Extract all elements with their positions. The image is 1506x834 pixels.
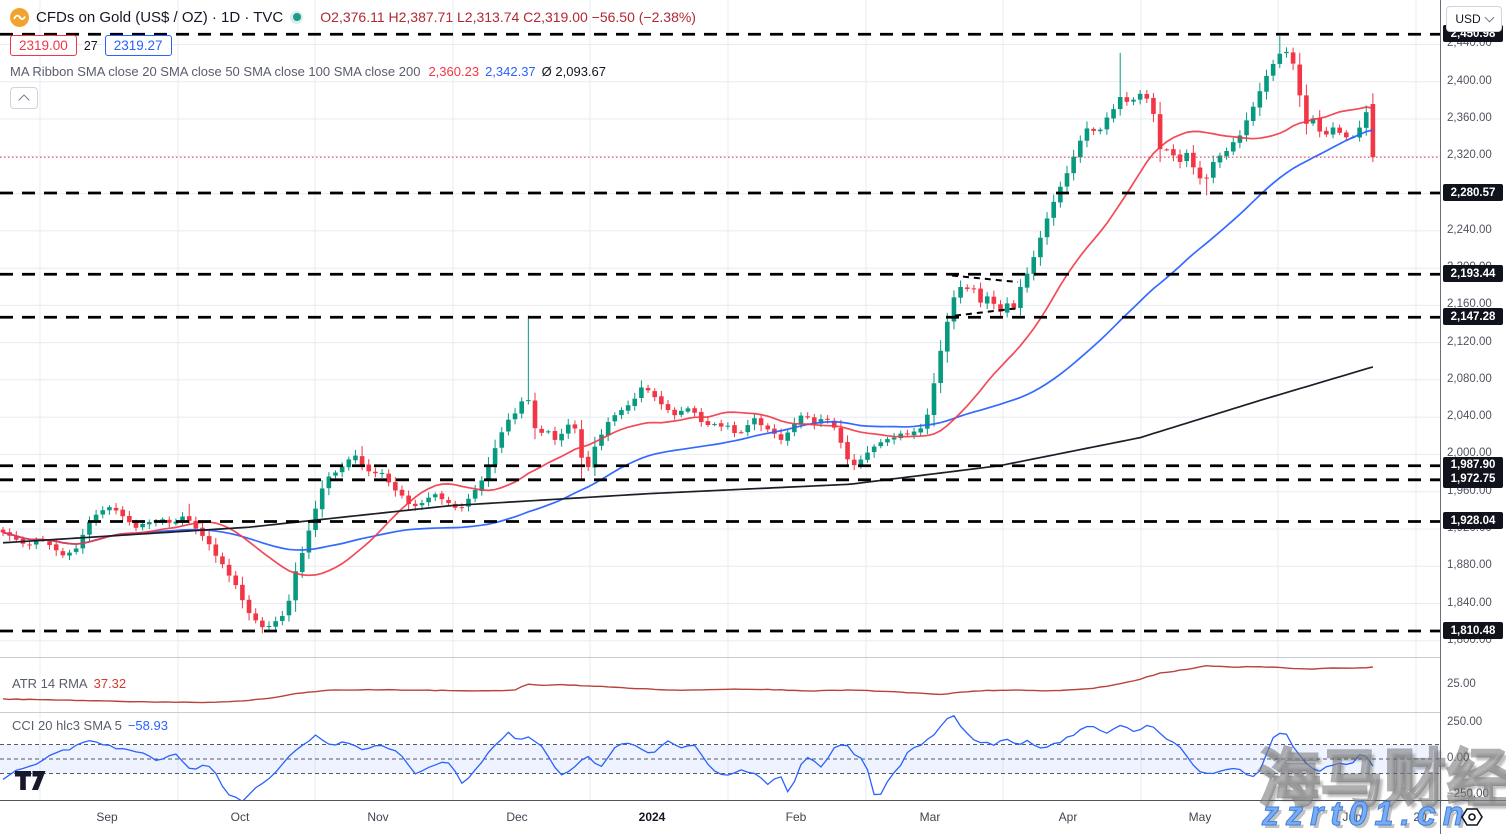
price-axis-label: 2,160.00 <box>1447 298 1492 311</box>
cci-pane-legend[interactable]: CCI 20 hlc3 SMA 5 −58.93 <box>12 718 168 733</box>
price-level-badge: 2,193.44 <box>1443 265 1503 283</box>
ma-value-sma50: 2,342.37 <box>485 64 536 79</box>
axis-settings-gear-icon[interactable] <box>1461 807 1483 827</box>
time-axis-label: 20 <box>1413 810 1427 824</box>
ohlc-values: O2,376.11 H2,387.71 L2,313.74 C2,319.00 … <box>320 9 696 25</box>
time-axis-label: Feb <box>785 810 807 824</box>
quote-row: 2319.00 27 2319.27 <box>10 35 696 56</box>
chevron-up-icon <box>18 94 30 106</box>
price-axis-label: 2,400.00 <box>1447 74 1492 87</box>
ma-ribbon-legend: MA Ribbon SMA close 20 SMA close 50 SMA … <box>10 64 696 79</box>
price-axis[interactable]: 2,440.002,400.002,360.002,320.002,280.00… <box>1440 0 1506 834</box>
price-level-badge: 2,280.57 <box>1443 184 1503 202</box>
time-axis-label: Apr <box>1058 810 1078 824</box>
price-axis-label: 1,880.00 <box>1447 559 1492 572</box>
ma-value-sma20: 2,360.23 <box>428 64 480 79</box>
chevron-down-icon <box>1484 12 1495 23</box>
price-axis-label: 2,080.00 <box>1447 372 1492 385</box>
cci-axis-label: 0.00 <box>1447 752 1470 764</box>
symbol-title[interactable]: CFDs on Gold (US$ / OZ) · 1D · TVC <box>36 8 284 26</box>
time-axis[interactable]: Sep Oct Nov Dec 2024 Feb Mar Apr May Jun 20 <box>0 800 1440 834</box>
price-level-badge: 1,987.90 <box>1443 456 1503 474</box>
price-level-badge: 1,928.04 <box>1443 512 1503 530</box>
time-axis-label: Jun <box>1342 810 1362 824</box>
atr-label: ATR 14 RMA <box>12 676 88 691</box>
market-status-icon[interactable] <box>290 10 304 24</box>
time-axis-label: Dec <box>506 810 528 824</box>
time-axis-label: Mar <box>919 810 941 824</box>
symbol-row: CFDs on Gold (US$ / OZ) · 1D · TVC O2,37… <box>10 6 696 28</box>
price-axis-label: 1,840.00 <box>1447 596 1492 609</box>
cci-axis-label: −250.00 <box>1447 788 1489 801</box>
collapse-legend-button[interactable] <box>10 87 38 109</box>
time-axis-label: Sep <box>96 810 118 824</box>
atr-value: 37.32 <box>93 676 127 691</box>
price-level-badge: 1,972.75 <box>1443 470 1503 488</box>
cci-label: CCI 20 hlc3 SMA 5 <box>12 718 122 733</box>
price-axis-label: 2,320.00 <box>1447 149 1492 162</box>
time-axis-label: Oct <box>230 810 250 824</box>
currency-selector-button[interactable]: USD <box>1446 6 1502 32</box>
price-axis-label: 2,240.00 <box>1447 223 1492 236</box>
gold-coin-icon <box>10 7 29 27</box>
spread-value: 27 <box>83 38 98 53</box>
cci-value: −58.93 <box>127 718 168 733</box>
price-axis-label: 2,040.00 <box>1447 410 1492 423</box>
ma-value-average: Ø 2,093.67 <box>541 64 606 79</box>
price-level-badge: 1,810.48 <box>1443 622 1503 640</box>
main-chart[interactable] <box>0 0 1440 800</box>
sell-price-button[interactable]: 2319.00 <box>10 35 77 56</box>
atr-pane-legend[interactable]: ATR 14 RMA 37.32 <box>12 676 127 691</box>
tradingview-logo[interactable] <box>15 771 46 790</box>
price-level-badge: 2,147.28 <box>1443 308 1503 326</box>
price-axis-label: 2,360.00 <box>1447 112 1492 125</box>
time-axis-label: 2024 <box>638 810 666 824</box>
time-axis-label: May <box>1188 810 1212 824</box>
cci-axis-label: 250.00 <box>1447 715 1483 728</box>
ma-ribbon-label: MA Ribbon SMA close 20 SMA close 50 SMA … <box>10 64 421 79</box>
atr-axis-label: 25.00 <box>1447 678 1476 690</box>
chart-legend: CFDs on Gold (US$ / OZ) · 1D · TVC O2,37… <box>10 6 696 109</box>
price-axis-label: 2,000.00 <box>1447 447 1492 460</box>
price-axis-label: 2,120.00 <box>1447 335 1492 348</box>
currency-label: USD <box>1455 12 1481 26</box>
buy-price-button[interactable]: 2319.27 <box>104 35 172 56</box>
time-axis-label: Nov <box>367 810 389 824</box>
